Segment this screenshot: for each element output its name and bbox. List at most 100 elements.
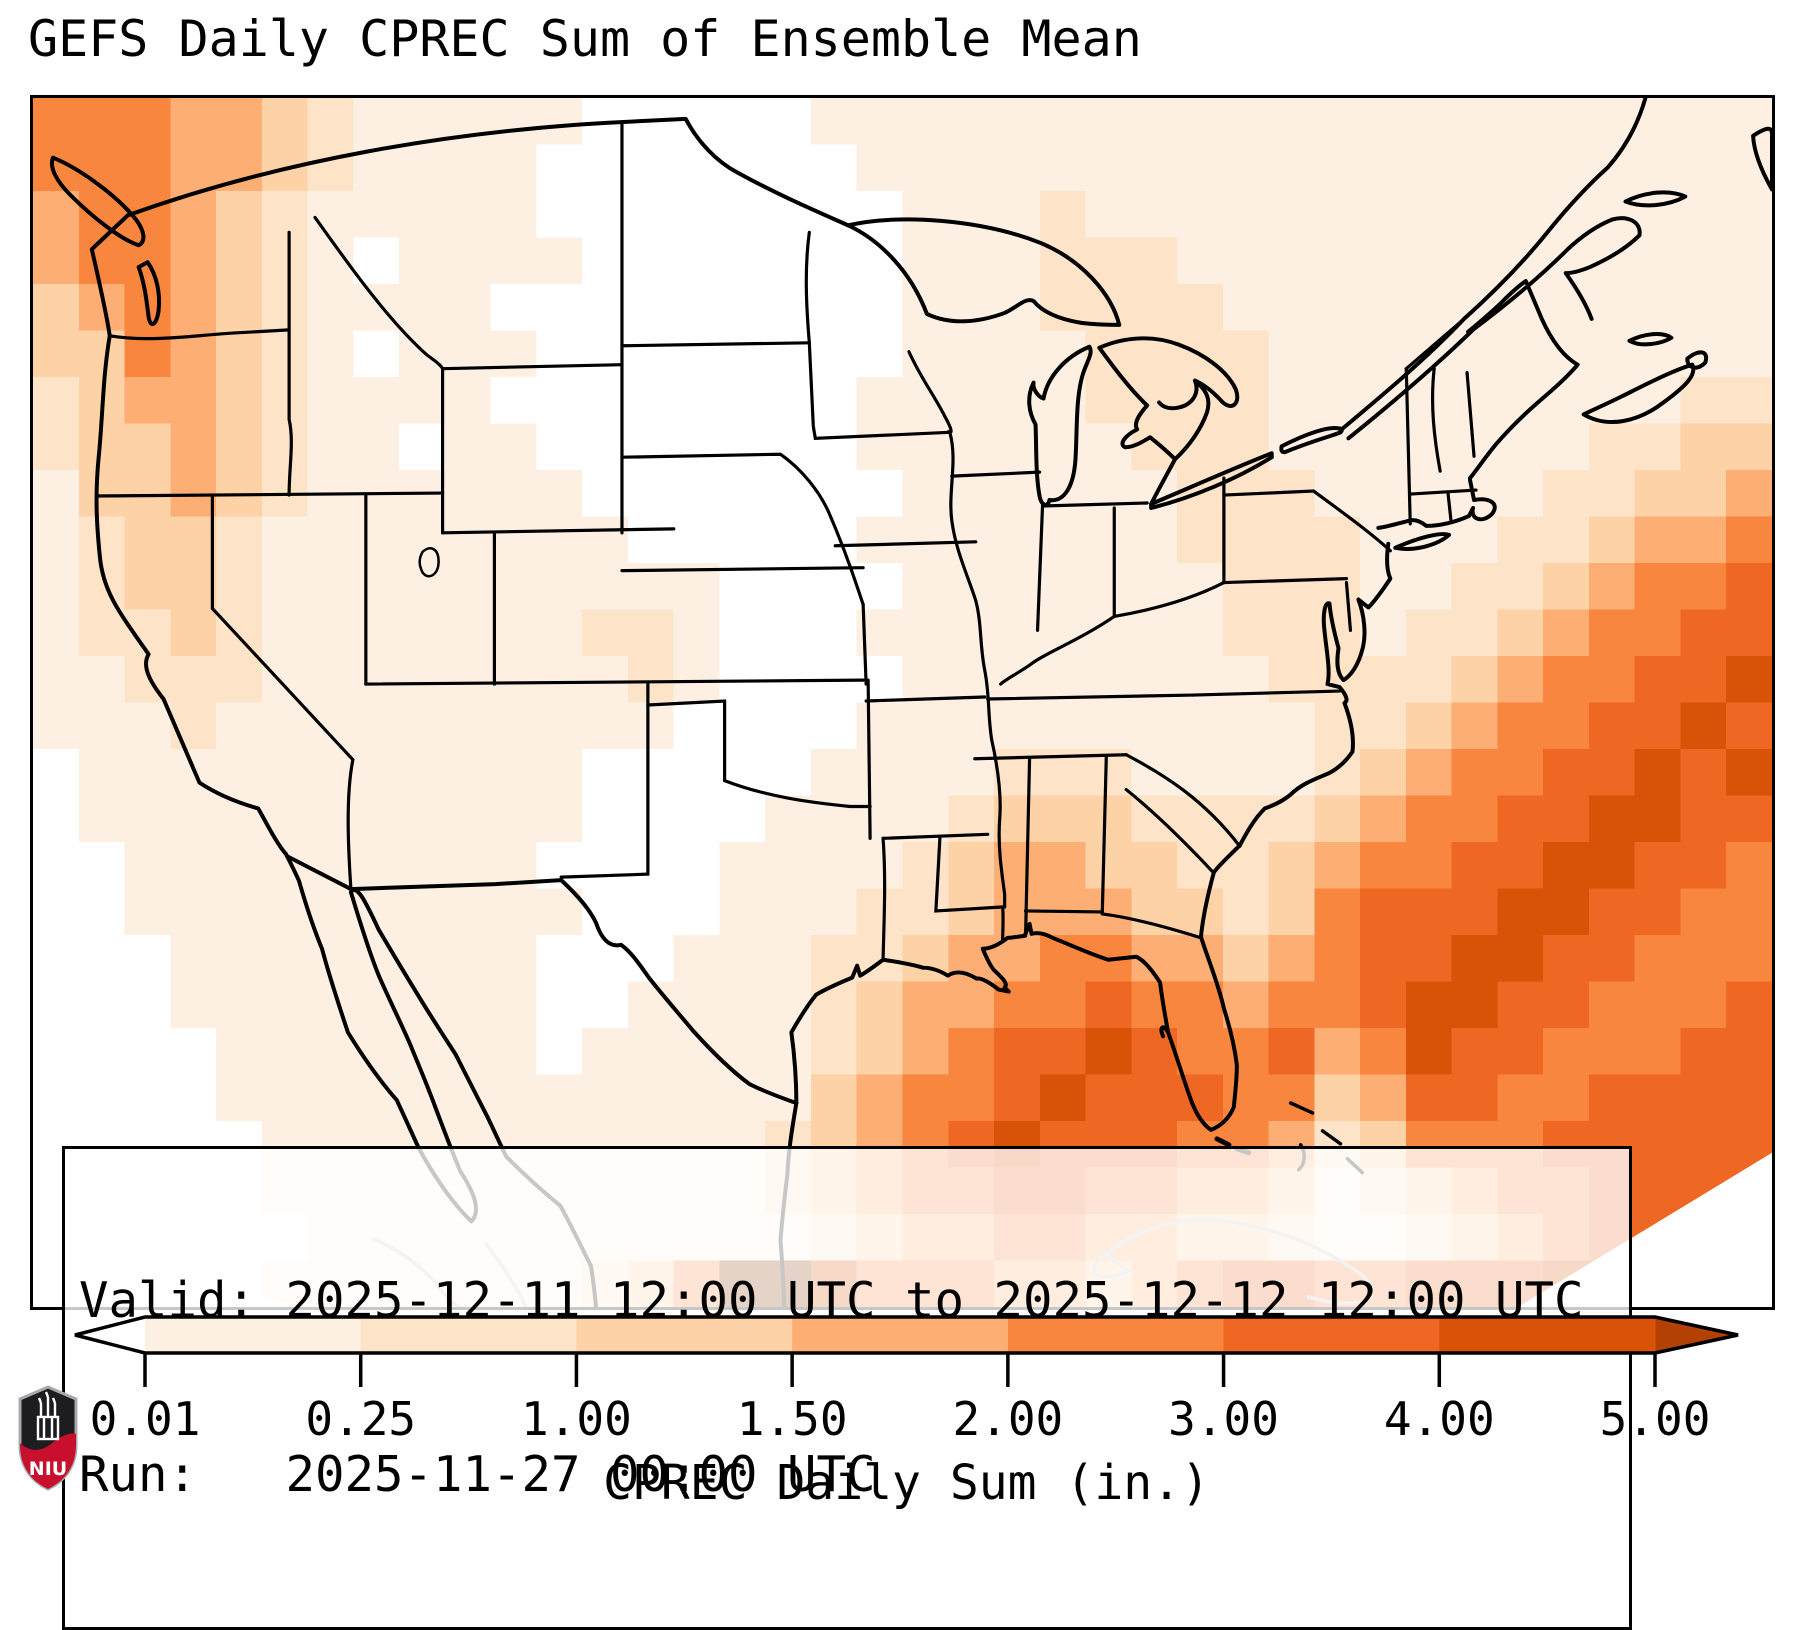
logo-castle-icon — [36, 1391, 60, 1441]
precip-cell — [307, 795, 354, 843]
precip-cell — [1497, 748, 1544, 797]
precip-cell — [627, 283, 675, 332]
precip-cell — [948, 702, 995, 750]
precip-cell — [536, 98, 583, 146]
colorbar-segment — [360, 1317, 577, 1353]
precip-cell — [124, 748, 171, 797]
precip-cell — [307, 516, 354, 564]
precip-cell — [33, 795, 80, 843]
precip-cell — [1085, 563, 1132, 611]
precip-cell — [1131, 1074, 1178, 1122]
precip-cell — [399, 609, 446, 657]
precip-cell — [1726, 934, 1772, 983]
precip-cell — [719, 98, 766, 146]
precip-cell — [261, 423, 309, 471]
precip-cell — [765, 237, 812, 285]
precip-cell — [1360, 795, 1407, 843]
precip-cell — [1314, 1028, 1361, 1076]
precip-cell — [719, 1074, 766, 1122]
precip-cell — [353, 98, 400, 146]
precip-cell — [490, 1074, 537, 1122]
precip-cell — [353, 376, 400, 425]
precip-cell — [1451, 609, 1499, 657]
precip-cell — [1680, 144, 1727, 192]
precip-cell — [765, 330, 812, 378]
precip-cell — [1543, 934, 1590, 983]
precip-cell — [1314, 98, 1361, 146]
precip-cell — [1314, 330, 1361, 378]
precip-cell — [1360, 423, 1407, 471]
precip-cell — [1085, 841, 1132, 890]
precip-cell — [1405, 841, 1453, 890]
precip-cell — [1360, 609, 1407, 657]
precip-cell — [444, 702, 492, 750]
precip-cell — [490, 470, 537, 518]
coastlines — [49, 98, 1772, 1307]
precip-cell — [1131, 516, 1178, 564]
precip-cell — [1268, 190, 1315, 239]
colorbar-label: CPREC Daily Sum (in.) — [603, 1455, 1210, 1511]
precip-cell — [810, 98, 858, 146]
precip-cell — [1680, 702, 1727, 750]
precip-cell — [216, 330, 263, 378]
precip-cell — [1360, 841, 1407, 890]
precip-cell — [1726, 795, 1772, 843]
precip-cell — [1497, 795, 1544, 843]
precip-cell — [627, 423, 675, 471]
precip-cell — [124, 376, 171, 425]
precip-cell — [261, 609, 309, 657]
precip-cell — [948, 609, 995, 657]
precip-cell — [1634, 934, 1682, 983]
precip-cell — [1314, 934, 1361, 983]
precip-cell — [216, 1074, 263, 1122]
precip-cell — [1405, 888, 1453, 936]
precip-cell — [1360, 656, 1407, 704]
precip-cell — [1405, 981, 1453, 1029]
precip-cell — [1726, 656, 1772, 704]
precip-cell — [33, 516, 80, 564]
precip-cell — [536, 563, 583, 611]
precip-cell — [536, 283, 583, 332]
precip-cell — [1222, 841, 1270, 890]
precip-cell — [1177, 841, 1224, 890]
precip-cell — [994, 237, 1041, 285]
precip-cell — [1222, 748, 1270, 797]
precip-cell — [170, 144, 217, 192]
precip-cell — [1543, 841, 1590, 890]
precip-cell — [33, 563, 80, 611]
precip-cell — [856, 563, 904, 611]
precip-cell — [33, 702, 80, 750]
precip-cell — [1177, 237, 1224, 285]
precip-cell — [399, 330, 446, 378]
nova-scotia — [1581, 362, 1696, 424]
precip-cell — [719, 283, 766, 332]
precip-cell — [307, 1074, 354, 1122]
precip-cell — [33, 330, 80, 378]
precip-cell — [261, 330, 309, 378]
precip-cell — [78, 934, 126, 983]
precip-cell — [1222, 609, 1270, 657]
precip-cell — [1680, 609, 1727, 657]
precip-cell — [536, 423, 583, 471]
precip-cell — [536, 144, 583, 192]
precip-cell — [1451, 934, 1499, 983]
precip-cell — [948, 841, 995, 890]
precip-cell — [170, 702, 217, 750]
lake-michigan — [1027, 344, 1093, 507]
precip-cell — [673, 656, 721, 704]
precip-cell — [948, 470, 995, 518]
precip-cell — [1543, 98, 1590, 146]
precip-cell — [673, 841, 721, 890]
precip-cell — [1680, 888, 1727, 936]
precip-cell — [1268, 330, 1315, 378]
precip-cell — [627, 748, 675, 797]
precip-cell — [1405, 609, 1453, 657]
precip-cell — [627, 702, 675, 750]
precip-cell — [1314, 516, 1361, 564]
colorbar-tick-label: 1.50 — [737, 1392, 848, 1446]
precip-cell — [1497, 98, 1544, 146]
precip-cell — [1543, 1074, 1590, 1122]
precip-cell — [856, 702, 904, 750]
precip-cell — [765, 795, 812, 843]
precip-cell — [1726, 237, 1772, 285]
